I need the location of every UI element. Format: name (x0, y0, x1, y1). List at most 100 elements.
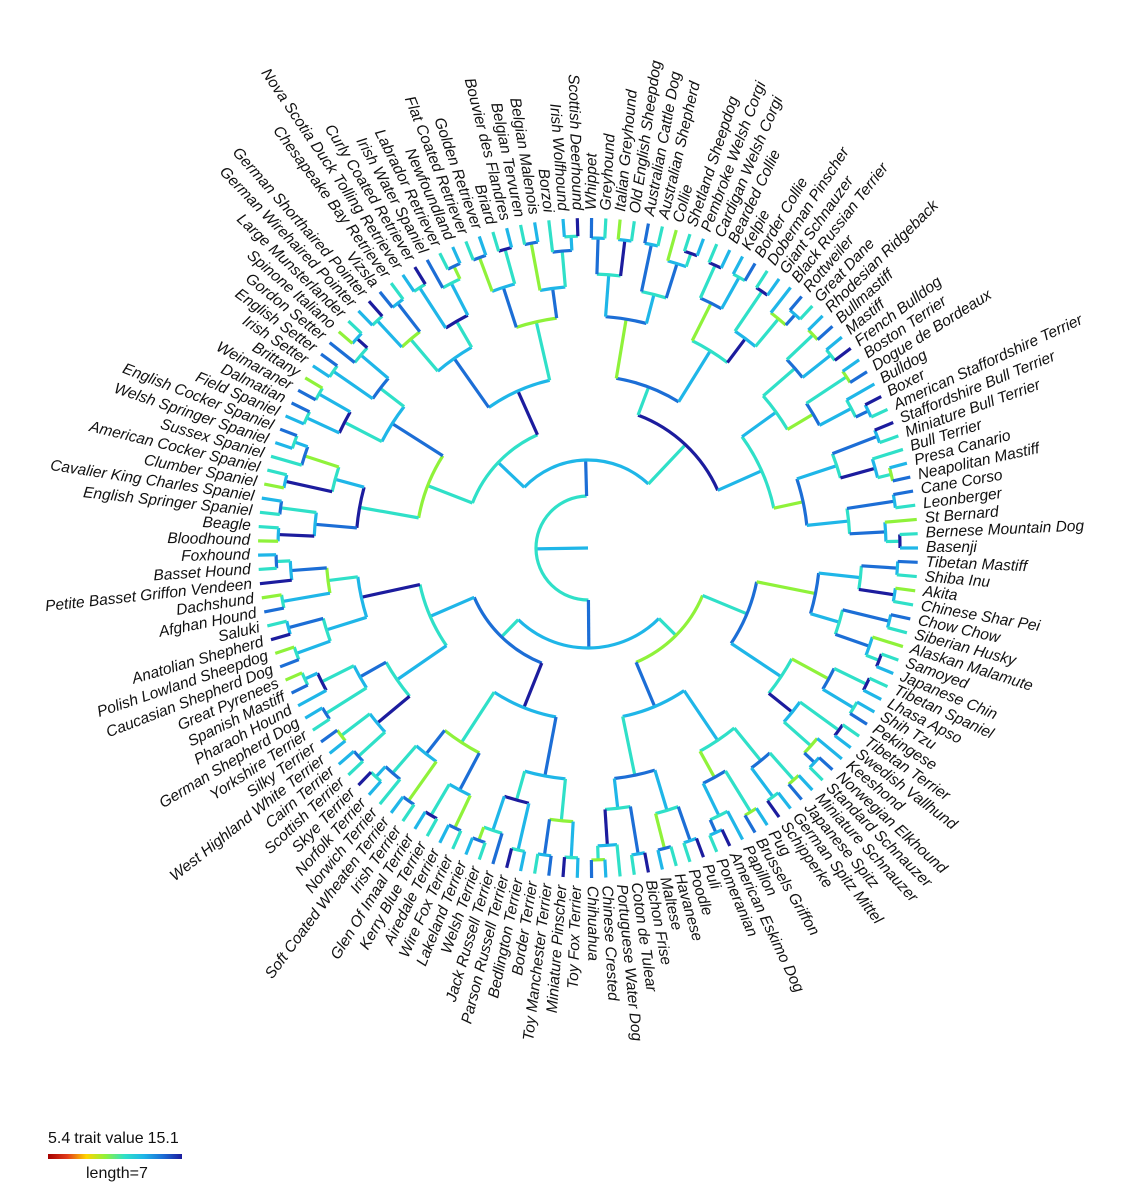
internal-branch (682, 689, 720, 742)
internal-branch (861, 564, 898, 570)
tip-branch (856, 700, 876, 714)
tip-branch (258, 566, 277, 572)
internal-branch (803, 751, 816, 764)
internal-branch (767, 692, 794, 714)
tree-arc (845, 508, 852, 534)
tip-branch (561, 218, 566, 238)
tip-branch (603, 859, 608, 878)
tree-arc (448, 782, 471, 797)
internal-branch (701, 593, 748, 616)
legend-min-label: 5.4 (48, 1130, 71, 1147)
tip-branch (263, 482, 285, 490)
tip-branch (518, 851, 527, 872)
tip-branch (290, 401, 311, 414)
tree-arc (312, 512, 318, 537)
color-legend: 5.4 trait value 15.1 length=7 (48, 1130, 208, 1200)
internal-branch (325, 686, 368, 715)
internal-branch (849, 530, 886, 536)
internal-branch (877, 472, 892, 480)
tree-arc (821, 667, 836, 691)
internal-branch (294, 440, 309, 449)
tip-branch (787, 783, 803, 801)
tip-label: St Bernard (924, 503, 1001, 526)
internal-branch (664, 263, 679, 299)
tree-arc (683, 249, 698, 258)
internal-branch (569, 821, 575, 858)
tip-branch (896, 573, 917, 579)
tree-arc (288, 560, 294, 581)
legend-scale-label: length=7 (86, 1165, 148, 1182)
tip-branch (347, 319, 363, 335)
tip-branch (777, 791, 792, 810)
tip-branch (707, 243, 719, 264)
legend-color-bar (48, 1154, 182, 1159)
internal-branch (427, 484, 474, 505)
tip-branch (561, 856, 567, 878)
tip-label: Chihuahua (584, 886, 602, 962)
internal-branch (684, 252, 693, 268)
internal-branch (756, 580, 816, 596)
internal-branch (452, 357, 491, 409)
tree-arc (400, 330, 421, 349)
internal-branch (560, 250, 567, 288)
internal-branch (290, 566, 327, 573)
tip-branch (401, 803, 416, 823)
internal-branch (717, 469, 763, 492)
tree-arc (444, 313, 469, 330)
internal-branch (543, 716, 558, 777)
tree-arc (782, 701, 802, 723)
tip-branch (743, 814, 757, 834)
tip-branch (871, 447, 904, 461)
tree-arc (755, 286, 769, 297)
tip-branch (682, 233, 692, 252)
tip-branch (347, 760, 365, 777)
tree-arc (517, 617, 661, 650)
tree-arc (830, 453, 842, 479)
internal-branch (726, 337, 747, 364)
tree-arc (604, 804, 631, 812)
tip-branch (615, 844, 622, 877)
tree-arc (702, 769, 727, 785)
internal-branch (698, 750, 716, 779)
tip-label: Basenji (926, 539, 977, 556)
tree-arc (891, 494, 897, 509)
tip-branch (845, 382, 876, 402)
tree-arc (352, 664, 368, 689)
internal-branch (614, 318, 628, 379)
internal-branch (754, 317, 780, 348)
tip-branch (279, 427, 298, 438)
tip-branch (884, 517, 917, 524)
internal-branch (376, 319, 403, 349)
tip-branch (425, 259, 445, 289)
tip-branch (797, 774, 814, 792)
tree-arc (616, 376, 680, 404)
tip-branch (320, 352, 339, 368)
tip-branch (726, 810, 744, 841)
tip-branch (297, 388, 317, 402)
internal-branch (278, 532, 315, 538)
tip-branch (880, 652, 899, 662)
internal-branch (603, 809, 609, 846)
tip-branch (401, 273, 416, 293)
tip-branch (261, 593, 282, 600)
internal-branch (653, 769, 669, 811)
tip-branch (816, 325, 834, 341)
internal-branch (762, 367, 796, 398)
internal-branch (801, 353, 832, 379)
tip-branch (682, 842, 692, 863)
internal-branch (677, 350, 712, 403)
tip-branch (451, 830, 463, 850)
tree-arc (887, 467, 895, 482)
tip-branch (464, 837, 475, 856)
tip-branch (841, 723, 861, 738)
tree-arc (279, 594, 286, 609)
tip-branch (897, 559, 918, 564)
internal-branch (768, 751, 795, 781)
tip-branch (464, 240, 475, 261)
tip-label: Tibetan Mastiff (925, 554, 1029, 575)
tree-arc (631, 851, 646, 857)
tree-arc (766, 791, 780, 803)
internal-branch (453, 794, 472, 829)
tree-arc (276, 527, 281, 542)
